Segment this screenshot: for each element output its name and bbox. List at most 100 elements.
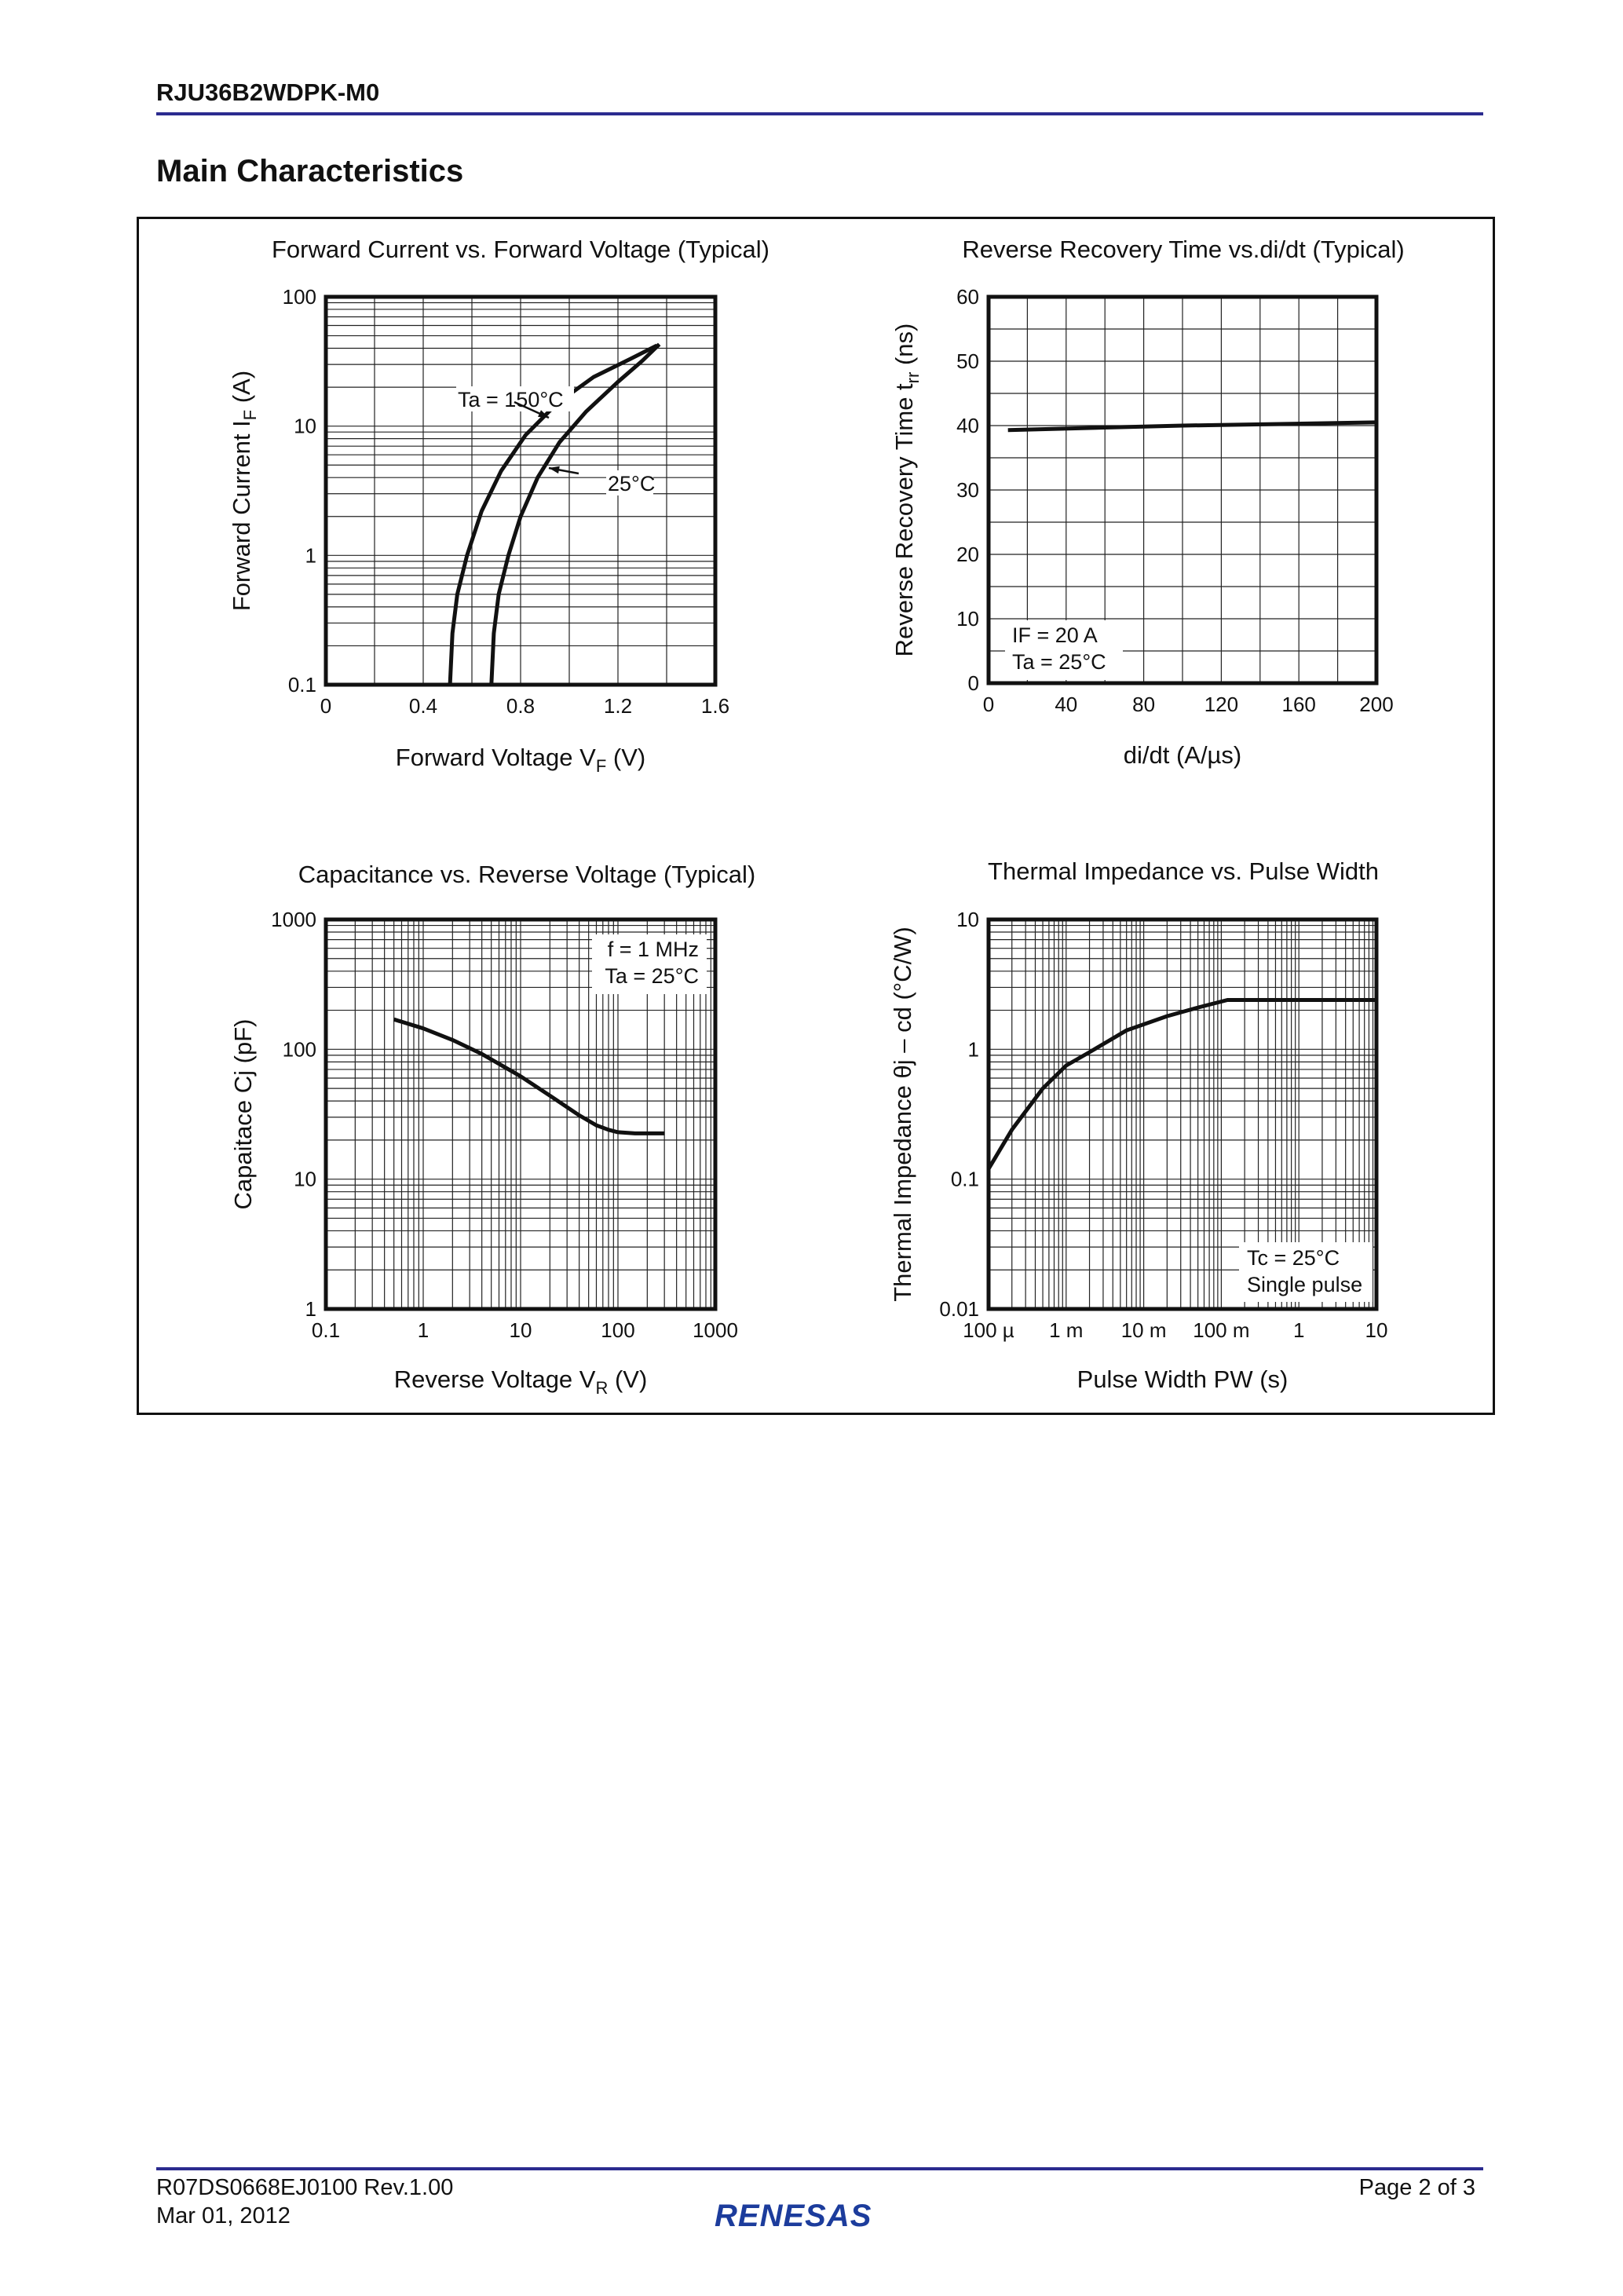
y-axis-label: Forward Current IF (A) xyxy=(228,371,260,611)
annotation-box xyxy=(1239,1242,1373,1302)
annotation-box xyxy=(1005,620,1123,680)
x-axis-label: di/dt (A/µs) xyxy=(1124,741,1242,769)
x-tick-label: 10 m xyxy=(1121,1318,1167,1342)
x-axis-label-subscript: F xyxy=(596,756,606,776)
chart-1: 0 0.4 0.8 1.2 1.6 0.1 1 10 100 Forward Current vs… xyxy=(228,236,769,776)
series-line-1 xyxy=(986,998,1376,1170)
y-tick-label: 30 xyxy=(956,478,979,502)
x-axis-label-text: Reverse Voltage V xyxy=(394,1366,596,1393)
x-axis-label-unit: (V) xyxy=(608,1366,647,1393)
y-axis-label-subscript: rr xyxy=(903,372,923,384)
y-tick-label: 10 xyxy=(956,607,979,631)
x-tick-label: 0.8 xyxy=(506,694,535,718)
annotation-label: Ta = 150°C xyxy=(458,388,564,411)
x-tick-label: 10 xyxy=(1365,1318,1388,1342)
y-axis-label-text: Reverse Recovery Time t xyxy=(890,383,918,656)
document-id: RJU36B2WDPK-M0 xyxy=(156,79,380,106)
x-tick-label: 100 µ xyxy=(963,1318,1014,1342)
footer-divider xyxy=(156,2167,1483,2170)
x-tick-label: 0 xyxy=(983,693,994,716)
renesas-logo: RENESAS xyxy=(715,2199,872,2233)
y-tick-label: 1 xyxy=(305,543,316,567)
x-tick-label: 200 xyxy=(1359,693,1393,716)
annotation-label: 25°C xyxy=(608,472,655,495)
x-tick-label: 10 xyxy=(510,1318,532,1342)
y-axis-label-text: Capaitace Cj (pF) xyxy=(229,1019,257,1210)
y-tick-label: 1 xyxy=(968,1037,979,1061)
series-line-1 xyxy=(393,1017,665,1135)
y-axis-label: Thermal Impedance θj – cd (°C/W) xyxy=(889,927,916,1302)
chart-4: 100 µ 1 m 10 m 100 m 1 10 0.01 0.1 1 10 Thermal Im… xyxy=(889,857,1387,1393)
plot-border xyxy=(324,294,718,687)
chart-2: 0 40 80 120 160 200 0 10 20 30 40 50 60 Reverse Recov… xyxy=(890,236,1405,769)
y-axis-label-unit: (A) xyxy=(228,371,255,410)
annotation-label: Ta = 25°C xyxy=(605,964,699,988)
y-tick-label: 60 xyxy=(956,285,979,309)
gridlines xyxy=(325,297,716,686)
page-number: Page 2 of 3 xyxy=(1358,2175,1475,2200)
y-tick-label: 100 xyxy=(283,1037,316,1061)
annotation-box xyxy=(592,934,707,994)
y-tick-label: 10 xyxy=(294,415,316,438)
series-line-1 xyxy=(1007,420,1377,433)
y-tick-label: 40 xyxy=(956,414,979,437)
y-tick-label: 50 xyxy=(956,349,979,373)
x-tick-label: 100 xyxy=(601,1318,634,1342)
x-axis-label-text: Pulse Width PW (s) xyxy=(1077,1366,1289,1393)
y-axis-label-text: Thermal Impedance θj – cd (°C/W) xyxy=(889,927,916,1302)
x-axis-label-text: Forward Voltage V xyxy=(396,744,596,771)
x-tick-label: 1 xyxy=(1293,1318,1304,1342)
x-axis-label: Reverse Voltage VR (V) xyxy=(394,1366,648,1398)
x-tick-label: 80 xyxy=(1132,693,1155,716)
annotation-label: Single pulse xyxy=(1247,1273,1362,1296)
x-axis-label-unit: (V) xyxy=(606,744,645,771)
y-axis-label-subscript: F xyxy=(240,410,260,420)
x-axis-label-subscript: R xyxy=(595,1378,608,1398)
y-tick-label: 0 xyxy=(968,671,979,695)
y-tick-label: 1000 xyxy=(271,908,316,931)
y-axis-label-text: Forward Current I xyxy=(228,420,255,611)
x-tick-label: 40 xyxy=(1055,693,1077,716)
document-number: R07DS0668EJ0100 Rev.1.00 xyxy=(156,2175,454,2200)
y-tick-label: 10 xyxy=(294,1168,316,1191)
annotation-label: Tc = 25°C xyxy=(1247,1246,1340,1270)
x-tick-label: 1.6 xyxy=(701,694,729,718)
annotation-label: Ta = 25°C xyxy=(1012,650,1106,674)
charts-frame xyxy=(137,217,1495,1415)
x-tick-label: 0.4 xyxy=(409,694,437,718)
y-axis-label-unit: (ns) xyxy=(890,324,918,372)
section-title: Main Characteristics xyxy=(156,154,464,188)
plot-border xyxy=(324,917,718,1311)
x-tick-label: 0.1 xyxy=(312,1318,340,1342)
y-axis-label: Reverse Recovery Time trr (ns) xyxy=(890,324,923,657)
series-line-2 xyxy=(489,342,661,686)
y-tick-label: 20 xyxy=(956,543,979,566)
x-tick-label: 0 xyxy=(320,694,331,718)
y-tick-label: 0.1 xyxy=(951,1168,979,1191)
y-tick-label: 0.01 xyxy=(939,1297,979,1321)
x-tick-label: 1.2 xyxy=(604,694,632,718)
chart-title: Forward Current vs. Forward Voltage (Typ… xyxy=(272,236,769,263)
x-tick-label: 100 m xyxy=(1193,1318,1249,1342)
header-divider xyxy=(156,112,1483,115)
x-tick-label: 1 m xyxy=(1049,1318,1083,1342)
x-tick-label: 120 xyxy=(1204,693,1238,716)
series-line-1 xyxy=(448,343,658,686)
x-tick-label: 1000 xyxy=(693,1318,738,1342)
plot-border xyxy=(986,294,1379,686)
chart-title: Thermal Impedance vs. Pulse Width xyxy=(988,857,1379,885)
arrow-head-icon xyxy=(538,410,549,418)
y-tick-label: 0.1 xyxy=(288,673,316,696)
chart-title: Capacitance vs. Reverse Voltage (Typical… xyxy=(298,861,755,888)
annotation-label: f = 1 MHz xyxy=(608,938,699,961)
y-axis-label: Capaitace Cj (pF) xyxy=(229,1019,257,1210)
y-tick-label: 100 xyxy=(283,285,316,309)
document-date: Mar 01, 2012 xyxy=(156,2203,291,2228)
y-tick-label: 1 xyxy=(305,1297,316,1321)
y-tick-label: 10 xyxy=(956,908,979,931)
annotation-label: IF = 20 A xyxy=(1012,623,1098,647)
x-tick-label: 160 xyxy=(1282,693,1316,716)
x-axis-label-text: di/dt (A/µs) xyxy=(1124,741,1242,769)
